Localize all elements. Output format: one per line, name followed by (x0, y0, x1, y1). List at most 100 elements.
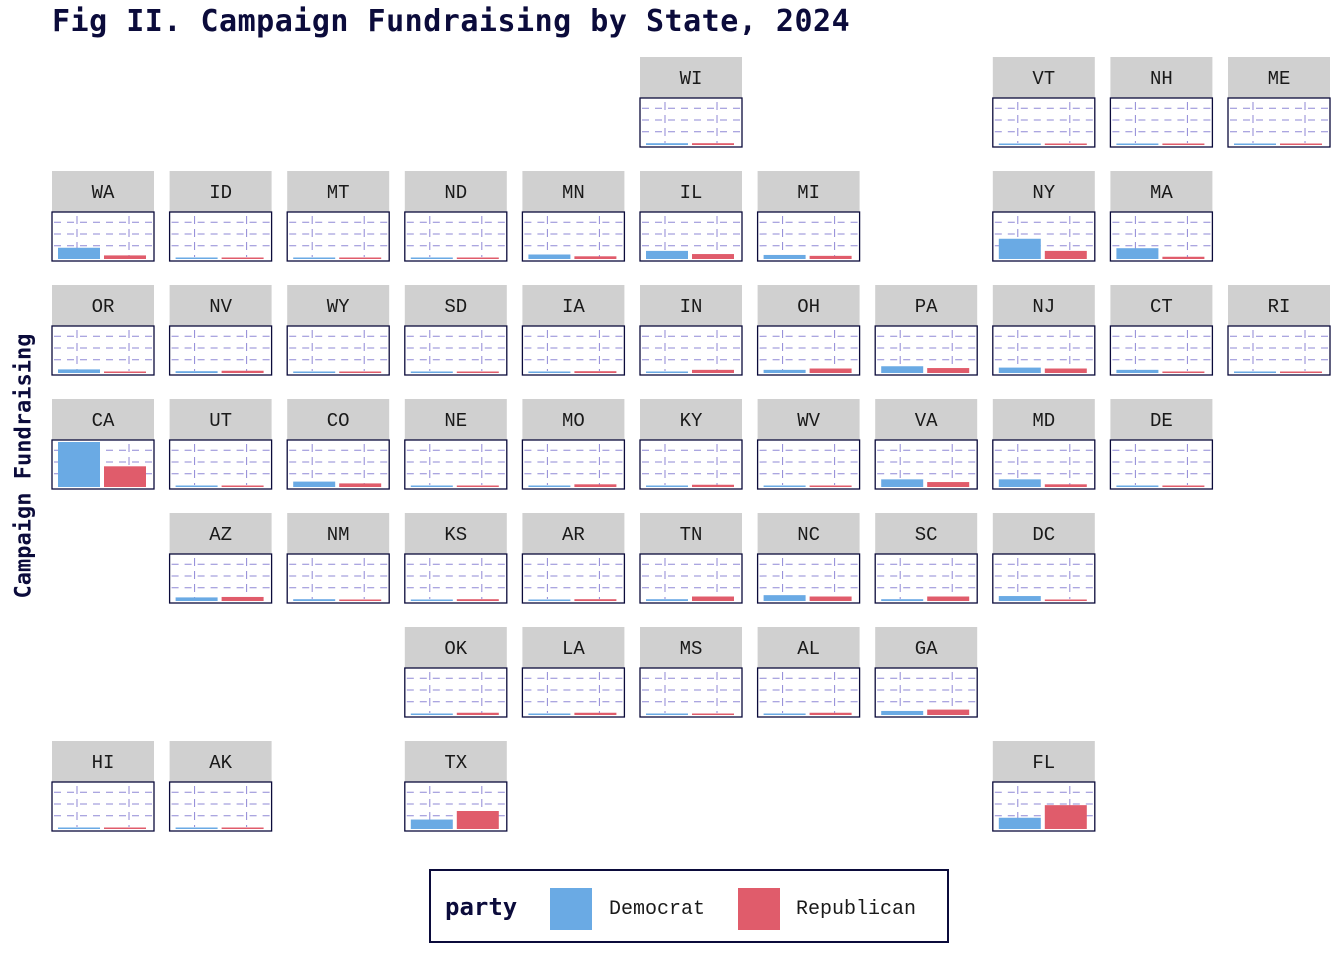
facet-strip (404, 171, 507, 212)
plot-background (287, 440, 390, 489)
facet-panel-sc: SC (874, 513, 978, 604)
facet-label-nc: NC (797, 524, 820, 546)
facet-label-wa: WA (92, 182, 115, 204)
plot-background (169, 782, 272, 831)
bar-pa-republican (927, 368, 970, 373)
facet-panel-md: MD (992, 399, 1096, 490)
plot-background (757, 440, 860, 489)
panel-border (874, 553, 978, 604)
legend: party Democrat Republican (429, 869, 949, 943)
facet-label-co: CO (327, 410, 350, 432)
bar-me-democrat (1234, 143, 1276, 145)
plot-background (875, 554, 978, 603)
bar-de-republican (1162, 485, 1205, 487)
facet-strip (992, 285, 1095, 326)
panel-border (286, 439, 390, 490)
panel-border (639, 211, 743, 262)
facet-strip (875, 627, 978, 668)
facet-panel-wa: WA (51, 171, 155, 262)
bar-nc-republican (809, 596, 852, 601)
bar-mi-republican (809, 255, 852, 259)
bar-nh-republican (1162, 143, 1205, 145)
bar-ny-democrat (998, 238, 1041, 259)
facet-strip (404, 399, 507, 440)
bar-ga-republican (927, 709, 970, 715)
panel-border (639, 97, 743, 148)
facet-label-ak: AK (209, 752, 232, 774)
bar-az-republican (221, 596, 264, 601)
facet-panel-nc: NC (756, 513, 861, 604)
facet-strip (1228, 285, 1330, 326)
facet-label-vt: VT (1032, 68, 1055, 90)
bar-ut-democrat (175, 485, 218, 487)
bar-ar-democrat (528, 599, 571, 601)
facet-panel-mt: MT (286, 171, 390, 262)
facet-strip (875, 513, 978, 554)
bar-mi-democrat (763, 254, 806, 259)
bar-in-republican (692, 369, 734, 373)
facet-strip (875, 399, 978, 440)
facet-strip (992, 513, 1095, 554)
facet-label-nv: NV (209, 296, 232, 318)
panel-border (521, 211, 626, 262)
panel-border (521, 439, 626, 490)
bar-vt-republican (1044, 143, 1087, 145)
plot-background (1110, 326, 1213, 375)
bar-me-republican (1280, 143, 1322, 145)
facet-label-ks: KS (444, 524, 467, 546)
facet-label-nm: NM (327, 524, 350, 546)
facet-panel-ar: AR (521, 513, 626, 604)
facet-label-sd: SD (444, 296, 467, 318)
facet-panel-nm: NM (286, 513, 390, 604)
plot-background (52, 326, 154, 375)
facet-strip (522, 513, 625, 554)
bar-sd-democrat (410, 371, 453, 373)
bar-mn-republican (574, 256, 617, 259)
facet-panel-az: AZ (168, 513, 273, 604)
facet-label-ar: AR (562, 524, 585, 546)
facet-label-mo: MO (562, 410, 585, 432)
panel-border (168, 211, 273, 262)
facet-label-tx: TX (444, 752, 467, 774)
plot-background (287, 212, 390, 261)
bar-ok-republican (456, 712, 499, 715)
facet-panel-in: IN (639, 285, 743, 376)
bar-il-republican (692, 254, 734, 259)
facet-strip (640, 513, 742, 554)
bar-de-democrat (1116, 485, 1159, 487)
panel-border (1109, 97, 1214, 148)
plot-background (757, 668, 860, 717)
bar-mt-republican (339, 257, 382, 259)
panel-border (1109, 439, 1214, 490)
panel-border (168, 553, 273, 604)
facet-strip (52, 285, 154, 326)
facet-label-pa: PA (915, 296, 938, 318)
bar-az-democrat (175, 597, 218, 601)
panel-border (992, 439, 1096, 490)
bar-mt-democrat (293, 257, 336, 259)
bar-la-republican (574, 712, 617, 715)
facet-strip (169, 513, 272, 554)
plot-background (522, 554, 625, 603)
bar-wa-republican (104, 255, 146, 259)
panel-border (756, 667, 861, 718)
facet-label-az: AZ (209, 524, 232, 546)
bar-co-republican (339, 483, 382, 487)
legend-label-republican: Republican (796, 898, 917, 921)
facet-label-ca: CA (92, 410, 115, 432)
bar-va-democrat (881, 479, 924, 487)
bar-mn-democrat (528, 254, 571, 259)
facet-strip (169, 399, 272, 440)
facet-strip (640, 57, 742, 98)
panel-border (404, 439, 508, 490)
facet-strip (640, 399, 742, 440)
facet-panel-ny: NY (992, 171, 1096, 262)
panel-border (756, 211, 861, 262)
plot-background (169, 440, 272, 489)
facet-panel-mn: MN (521, 171, 626, 262)
facet-strip (404, 627, 507, 668)
facet-strip (522, 399, 625, 440)
bar-nm-democrat (293, 599, 336, 601)
facet-panel-nh: NH (1109, 57, 1214, 148)
bar-sc-democrat (881, 599, 924, 601)
